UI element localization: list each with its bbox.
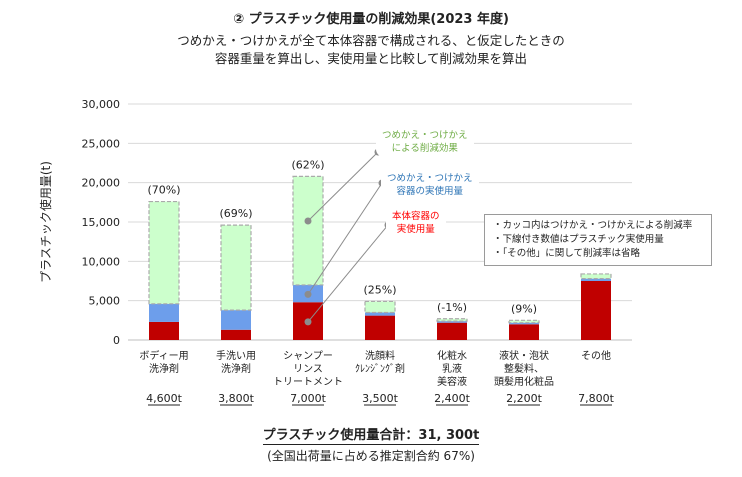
y-tick-label: 10,000 bbox=[82, 255, 121, 268]
bar-segment bbox=[509, 322, 539, 325]
bar-segment bbox=[437, 322, 467, 340]
x-tick-label: 乳液 bbox=[442, 362, 462, 375]
share-label: (全国出荷量に占める推定割合約 67%) bbox=[267, 449, 475, 463]
bar-segment bbox=[149, 321, 179, 340]
x-tick-label: シャンプー bbox=[283, 350, 333, 362]
x-tick-label: 美容液 bbox=[437, 375, 467, 388]
x-tick-label: 整髪料、 bbox=[504, 362, 544, 375]
actual-usage-label: 3,800t bbox=[218, 392, 254, 405]
callout-leader-line bbox=[307, 182, 383, 295]
reduction-rate-label: (69%) bbox=[219, 207, 252, 220]
bar-segment bbox=[149, 303, 179, 322]
x-tick-label: 液状・泡状 bbox=[499, 349, 549, 362]
callout-refill-label: つめかえ・つけかえ 容器の実使用量 bbox=[381, 170, 479, 200]
reduction-rate-label: (70%) bbox=[147, 184, 180, 197]
bar-segment bbox=[365, 315, 395, 340]
notes-box: ・カッコ内はつけかえ・つけかえによる削減率 ・下線付き数値はプラスチック実使用量… bbox=[484, 214, 712, 266]
bar-segment bbox=[292, 175, 324, 286]
callout-dot bbox=[304, 217, 312, 225]
actual-usage-label: 2,400t bbox=[434, 392, 470, 405]
callout-reduction-label: つめかえ・つけかえ による削減効果 bbox=[376, 127, 474, 157]
total-usage: プラスチック使用量合計：31, 300t bbox=[0, 424, 742, 445]
bar-segment bbox=[581, 281, 611, 340]
y-tick-label: 5,000 bbox=[89, 295, 121, 308]
x-tick-label: リンス bbox=[293, 364, 323, 375]
reduction-rate-label: (9%) bbox=[511, 302, 537, 315]
x-tick-label: 洗浄剤 bbox=[149, 362, 179, 375]
callout-leader-line bbox=[307, 224, 389, 323]
x-tick-label: ボディー用 bbox=[139, 349, 188, 362]
callout-dot bbox=[304, 318, 312, 326]
callout-leader-line bbox=[307, 151, 379, 222]
actual-usage-label: 7,000t bbox=[290, 392, 326, 405]
callout-text-line: つめかえ・つけかえ bbox=[382, 130, 468, 141]
y-tick-label: 25,000 bbox=[82, 137, 121, 150]
reduction-rate-label: (25%) bbox=[363, 283, 396, 296]
bar-segment bbox=[508, 319, 540, 324]
chart-subtitle-line2: 容器重量を算出し、実使用量と比較して削減効果を算出 bbox=[214, 51, 528, 66]
chart-subtitle-line1: つめかえ・つけかえが全て本体容器で構成される、と仮定したときの bbox=[177, 33, 565, 48]
reduction-rate-label: (62%) bbox=[291, 158, 324, 171]
note-line: ・下線付き数値はプラスチック実使用量 bbox=[493, 234, 664, 245]
x-tick-label: ｸﾚﾝｼﾞﾝｸﾞ剤 bbox=[355, 362, 405, 375]
total-usage-text: プラスチック使用量合計：31, 300t bbox=[262, 428, 480, 445]
x-tick-label: 手洗い用 bbox=[216, 349, 256, 362]
x-tick-label: 化粧水 bbox=[437, 349, 467, 362]
actual-usage-label: 3,500t bbox=[362, 392, 398, 405]
note-line: ・「その他」に関して削減率は省略 bbox=[493, 248, 640, 259]
callout-text-line: 本体容器の bbox=[392, 211, 440, 222]
callout-text-line: による削減効果 bbox=[391, 143, 458, 154]
x-tick-label: 頭髪用化粧品 bbox=[494, 375, 554, 388]
actual-usage-label: 4,600t bbox=[146, 392, 182, 405]
y-tick-label: 30,000 bbox=[82, 98, 121, 111]
bar-segment bbox=[220, 224, 252, 311]
y-axis-label: プラスチック使用量(t) bbox=[38, 161, 53, 283]
callout-body-label: 本体容器の 実使用量 bbox=[386, 208, 446, 238]
bar-segment bbox=[221, 310, 251, 330]
bar-segment bbox=[436, 318, 468, 322]
note-line: ・カッコ内はつけかえ・つけかえによる削減率 bbox=[493, 220, 693, 231]
x-tick-label: トリートメント bbox=[273, 377, 343, 388]
y-tick-label: 0 bbox=[113, 334, 120, 347]
callout-text-line: 実使用量 bbox=[396, 224, 435, 235]
bar-segment bbox=[509, 324, 539, 340]
callout-text-line: つめかえ・つけかえ bbox=[387, 173, 473, 184]
y-tick-label: 15,000 bbox=[82, 216, 121, 229]
y-tick-label: 20,000 bbox=[82, 177, 121, 190]
bar-segment bbox=[580, 273, 612, 280]
callout-text-line: 容器の実使用量 bbox=[396, 186, 464, 197]
actual-usage-label: 2,200t bbox=[506, 392, 542, 405]
bar-segment bbox=[364, 300, 396, 314]
bar-segment bbox=[148, 200, 180, 305]
x-tick-label: 洗顔料 bbox=[365, 349, 395, 362]
actual-usage-label: 7,800t bbox=[578, 392, 614, 405]
x-tick-label: その他 bbox=[581, 349, 611, 362]
chart-title: ② プラスチック使用量の削減効果(2023 年度) bbox=[233, 12, 509, 27]
bar-segment bbox=[221, 329, 251, 340]
bar-segment bbox=[365, 312, 395, 316]
bar-segment bbox=[437, 321, 467, 323]
bar-segment bbox=[581, 278, 611, 281]
callout-dot bbox=[304, 290, 312, 298]
x-tick-label: 洗浄剤 bbox=[221, 362, 251, 375]
reduction-rate-label: (-1%) bbox=[437, 301, 467, 314]
